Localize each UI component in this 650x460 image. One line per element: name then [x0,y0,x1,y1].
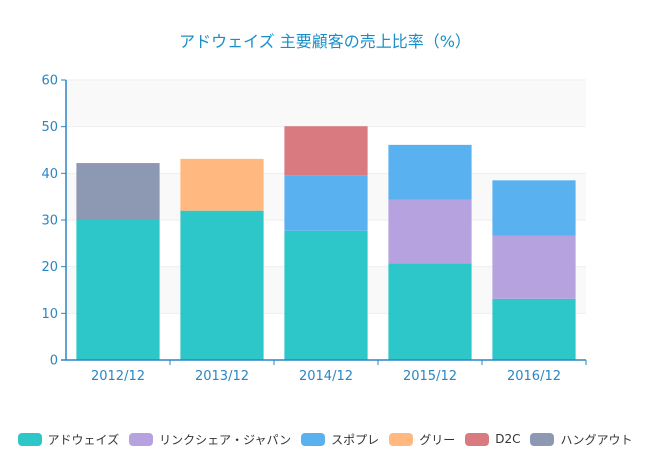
y-tick-label: 20 [41,260,58,275]
x-tick-label: 2014/12 [299,369,353,384]
legend-swatch [301,432,326,446]
bar-segment[interactable] [284,126,368,176]
legend-item[interactable]: グリー [389,431,455,448]
x-tick-label: 2013/12 [195,369,249,384]
legend-item[interactable]: ハングアウト [530,431,632,448]
legend-label: グリー [419,432,456,447]
bar-segment[interactable] [388,199,472,264]
x-tick-label: 2015/12 [403,369,457,384]
bar-segment[interactable] [492,180,576,236]
legend-label: リンクシェア・ジャパン [159,432,292,447]
chart-plot: 0 10 20 30 40 50 60 2012/12 2013/12 2014/12 2015/1… [41,74,587,384]
x-tick-label: 2016/12 [507,369,561,384]
bar-segment[interactable] [388,144,472,200]
legend-item[interactable]: リンクシェア・ジャパン [129,431,291,448]
bar-segment[interactable] [284,230,368,360]
bar-segment[interactable] [284,175,368,231]
legend-label: ハングアウト [560,432,633,447]
legend-swatch [389,432,414,446]
legend-label: アドウェイズ [47,432,120,447]
y-tick-label: 0 [50,354,58,369]
y-tick-label: 10 [41,307,58,322]
legend: アドウェイズ リンクシェア・ジャパン スポプレ グリー D2C ハングアウト [0,428,650,450]
bar-segment[interactable] [388,263,472,360]
bar-segment[interactable] [180,158,264,211]
legend-swatch [530,432,555,446]
bar-segment[interactable] [180,210,264,360]
legend-swatch [465,432,490,446]
legend-swatch [129,432,154,446]
bar-segment[interactable] [76,163,160,220]
legend-item[interactable]: アドウェイズ [17,431,120,448]
legend-label: D2C [495,432,521,446]
bar-segment[interactable] [76,220,160,360]
grid-band [66,80,586,127]
y-tick-label: 50 [41,120,58,135]
legend-label: スポプレ [331,432,380,447]
bar-segment[interactable] [492,235,576,299]
legend-item[interactable]: スポプレ [301,431,379,448]
bar-segment[interactable] [492,298,576,360]
y-tick-label: 60 [41,74,58,89]
x-tick-label: 2012/12 [91,369,145,384]
y-tick-label: 40 [41,167,58,182]
legend-item[interactable]: D2C [465,432,520,446]
chart-title: アドウェイズ 主要顧客の売上比率（%） [179,32,471,51]
legend-swatch [17,432,42,446]
y-tick-label: 30 [41,214,58,229]
